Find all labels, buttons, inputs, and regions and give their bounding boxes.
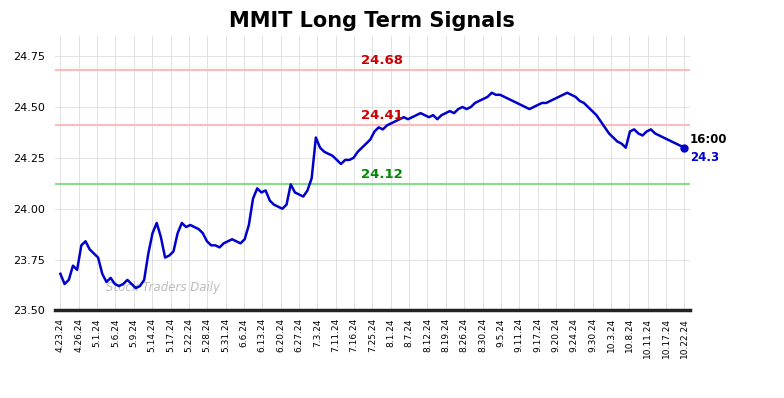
Text: 24.3: 24.3: [690, 151, 719, 164]
Text: 24.12: 24.12: [361, 168, 402, 181]
Text: Stock Traders Daily: Stock Traders Daily: [106, 281, 220, 294]
Title: MMIT Long Term Signals: MMIT Long Term Signals: [230, 12, 515, 31]
Text: 16:00: 16:00: [690, 133, 728, 146]
Text: 24.41: 24.41: [361, 109, 402, 122]
Text: 24.68: 24.68: [361, 55, 402, 67]
